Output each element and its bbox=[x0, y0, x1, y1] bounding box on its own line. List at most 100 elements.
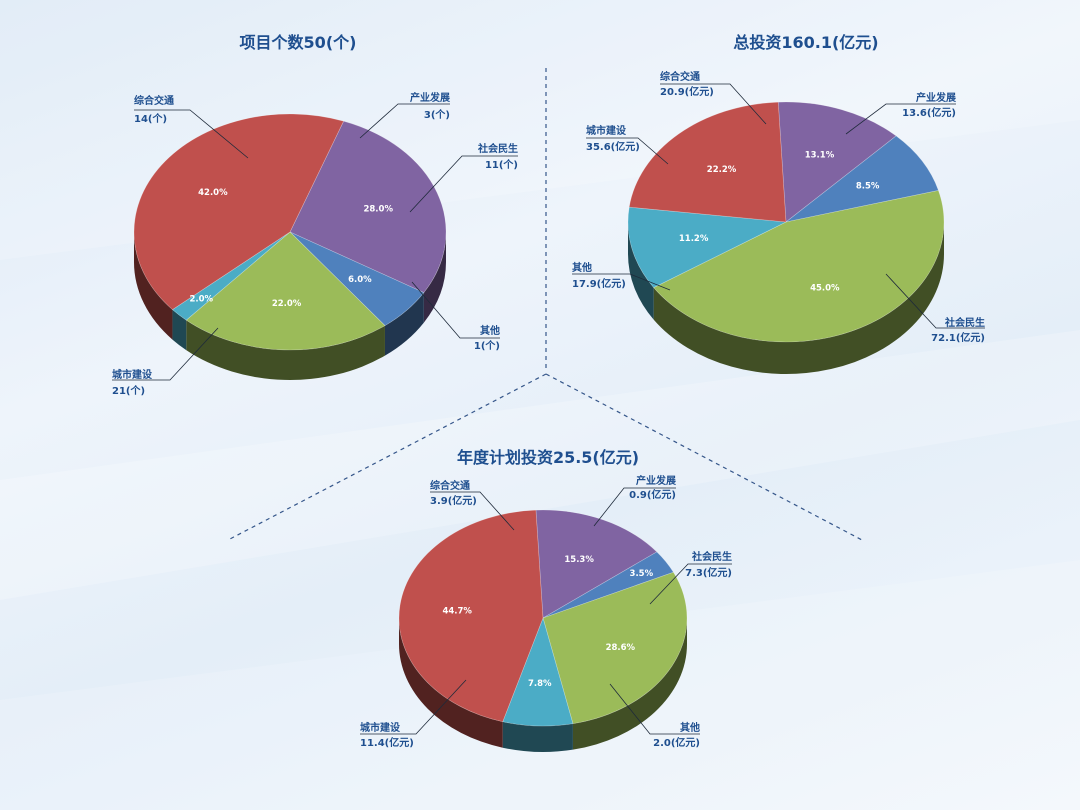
chart-3-label-sh-name: 社会民生 bbox=[691, 550, 732, 563]
chart-1-leader-cs bbox=[112, 327, 219, 381]
chart-1-label-qt-value: 1(个) bbox=[474, 339, 500, 352]
chart-2-label-cy-value: 13.6(亿元) bbox=[902, 106, 956, 119]
chart-1-label-cs-name: 城市建设 bbox=[112, 368, 152, 381]
chart-1-leader-sh bbox=[409, 155, 518, 213]
chart-2-label-sh-value: 72.1(亿元) bbox=[931, 331, 985, 344]
chart-2-label-qt-name: 其他 bbox=[572, 261, 592, 274]
chart-1-label-cy-name: 产业发展 bbox=[410, 91, 450, 104]
chart-2-pie: 13.1% 8.5% 45.0% 11.2% 22.2% bbox=[627, 101, 945, 375]
chart-3-pct-qt: 7.8% bbox=[528, 679, 552, 689]
chart-3-slice-sh bbox=[542, 571, 688, 724]
chart-1-slice-sh bbox=[185, 231, 386, 351]
chart-3-label-jt-value: 3.9(亿元) bbox=[430, 494, 477, 507]
chart-1-label-jt-name: 综合交通 bbox=[134, 94, 174, 107]
chart-1-label-sh-name: 社会民生 bbox=[477, 142, 518, 155]
chart-3-title: 年度计划投资25.5(亿元) bbox=[457, 448, 639, 467]
chart-3-label-cs-value: 11.4(亿元) bbox=[360, 736, 414, 749]
chart-2-leader-qt bbox=[572, 273, 671, 291]
chart-2-label-cs-value: 35.6(亿元) bbox=[586, 140, 640, 153]
chart-3-wall-sh bbox=[572, 618, 687, 750]
chart-3-leader-qt bbox=[609, 683, 700, 735]
chart-2-pct-jt: 13.1% bbox=[805, 151, 835, 161]
chart-3-label-qt-value: 2.0(亿元) bbox=[653, 736, 700, 749]
chart-1-label-jt-value: 14(个) bbox=[134, 112, 167, 125]
chart-2-label-cy-name: 产业发展 bbox=[916, 91, 956, 104]
chart-2-leader-cy bbox=[845, 103, 956, 135]
chart-2-wall-qt bbox=[628, 222, 654, 320]
chart-2-leader-cs bbox=[586, 137, 669, 165]
chart-2-slice-jt bbox=[777, 101, 897, 223]
chart-3-wall-cs bbox=[399, 618, 503, 748]
chart-3-callouts: 综合交通 3.9(亿元) 产业发展 0.9(亿元) 社会民生 7.3(亿元) 其… bbox=[360, 474, 732, 749]
chart-1-pct-sh: 22.0% bbox=[272, 299, 302, 309]
chart-2-pct-cy: 8.5% bbox=[856, 181, 880, 191]
chart-3-label-qt-name: 其他 bbox=[680, 721, 700, 734]
chart-2-wall-sh bbox=[653, 222, 944, 375]
chart-1-wall-cy bbox=[384, 292, 424, 356]
chart-3-slice-cs bbox=[398, 509, 544, 723]
chart-1-pct-cy: 6.0% bbox=[348, 275, 372, 285]
chart-1-slice-qt bbox=[171, 231, 291, 321]
chart-2-label-qt-value: 17.9(亿元) bbox=[572, 277, 626, 290]
chart-2-title: 总投资160.1(亿元) bbox=[733, 33, 878, 52]
chart-3-pct-cs: 44.7% bbox=[442, 606, 472, 616]
chart-1-leader-cy bbox=[359, 103, 450, 139]
chart-2-slice-cs bbox=[628, 101, 787, 223]
chart-3-slice-qt bbox=[502, 617, 574, 727]
chart-2-pct-sh: 45.0% bbox=[810, 284, 840, 294]
chart-3-pct-sh: 28.6% bbox=[606, 643, 636, 653]
chart-3-label-cy-value: 0.9(亿元) bbox=[629, 488, 676, 501]
chart-3-leader-jt bbox=[430, 491, 515, 531]
chart-3-slice-cy bbox=[542, 551, 674, 619]
divider-left bbox=[227, 373, 547, 541]
chart-1-slice-jt bbox=[289, 120, 447, 293]
chart-1-slice-cy bbox=[289, 231, 425, 326]
chart-1-slice-cs bbox=[133, 113, 345, 310]
chart-1-title: 项目个数50(个) bbox=[240, 33, 357, 52]
chart-3-leader-cs bbox=[360, 679, 467, 735]
chart-1-wall-jt bbox=[423, 232, 446, 323]
chart-3-wall-qt bbox=[502, 721, 573, 752]
chart-2-slice-qt bbox=[627, 206, 788, 288]
chart-1-callouts: 综合交通 14(个) 产业发展 3(个) 社会民生 11(个) 其他 1(个) … bbox=[112, 91, 518, 397]
chart-2-pct-cs: 22.2% bbox=[707, 165, 737, 175]
chart-1-label-sh-value: 11(个) bbox=[485, 158, 518, 171]
chart-1-pct-jt: 28.0% bbox=[363, 204, 393, 214]
chart-2-slice-sh bbox=[653, 190, 945, 343]
chart-2-label-cs-name: 城市建设 bbox=[586, 124, 626, 137]
chart-3-pie: 15.3% 3.5% 28.6% 7.8% 44.7% bbox=[398, 509, 688, 752]
divider-right bbox=[545, 373, 863, 541]
chart-3-leader-sh bbox=[649, 563, 732, 605]
chart-3-label-jt-name: 综合交通 bbox=[430, 479, 470, 492]
chart-2-callouts: 综合交通 20.9(亿元) 产业发展 13.6(亿元) 社会民生 72.1(亿元… bbox=[572, 70, 985, 344]
chart-1-pct-qt: 2.0% bbox=[190, 294, 214, 304]
chart-1-label-qt-name: 其他 bbox=[480, 324, 500, 337]
chart-2-label-sh-name: 社会民生 bbox=[944, 316, 985, 329]
chart-1-pct-cs: 42.0% bbox=[198, 188, 228, 198]
chart-annual-plan: 年度计划投资25.5(亿元) 15.3% 3.5% 28.6% 7.8% 44.7% 综… bbox=[360, 448, 732, 752]
chart-2-label-jt-value: 20.9(亿元) bbox=[660, 85, 714, 98]
chart-2-leader-jt bbox=[660, 83, 767, 125]
chart-project-count: 项目个数50(个) 28.0% 6.0% 22.0% 2.0% 42.0% 综合交通 1… bbox=[112, 33, 518, 397]
chart-1-leader-qt bbox=[411, 281, 500, 339]
chart-2-leader-sh bbox=[885, 273, 985, 329]
chart-1-pie: 28.0% 6.0% 22.0% 2.0% 42.0% bbox=[133, 113, 447, 381]
chart-3-label-cs-name: 城市建设 bbox=[360, 721, 400, 734]
chart-total-investment: 总投资160.1(亿元) 13.1% 8.5% 45.0% 11.2% 22.2% 综合… bbox=[572, 33, 985, 375]
chart-1-label-cs-value: 21(个) bbox=[112, 384, 145, 397]
chart-3-label-cy-name: 产业发展 bbox=[636, 474, 676, 487]
chart-1-leader-jt bbox=[134, 109, 249, 159]
chart-1-wall-sh bbox=[186, 320, 385, 381]
chart-1-label-cy-value: 3(个) bbox=[424, 108, 450, 121]
chart-3-slice-jt bbox=[535, 509, 658, 619]
chart-2-label-jt-name: 综合交通 bbox=[660, 70, 700, 83]
chart-2-pct-qt: 11.2% bbox=[679, 234, 709, 244]
chart-3-pct-cy: 3.5% bbox=[630, 569, 654, 579]
chart-3-pct-jt: 15.3% bbox=[564, 555, 594, 565]
chart-1-wall-qt bbox=[172, 309, 187, 351]
chart-3-leader-cy bbox=[593, 487, 676, 527]
chart-3-label-sh-value: 7.3(亿元) bbox=[685, 566, 732, 579]
chart-1-wall-cs bbox=[134, 232, 173, 340]
chart-2-slice-cy bbox=[785, 135, 939, 223]
